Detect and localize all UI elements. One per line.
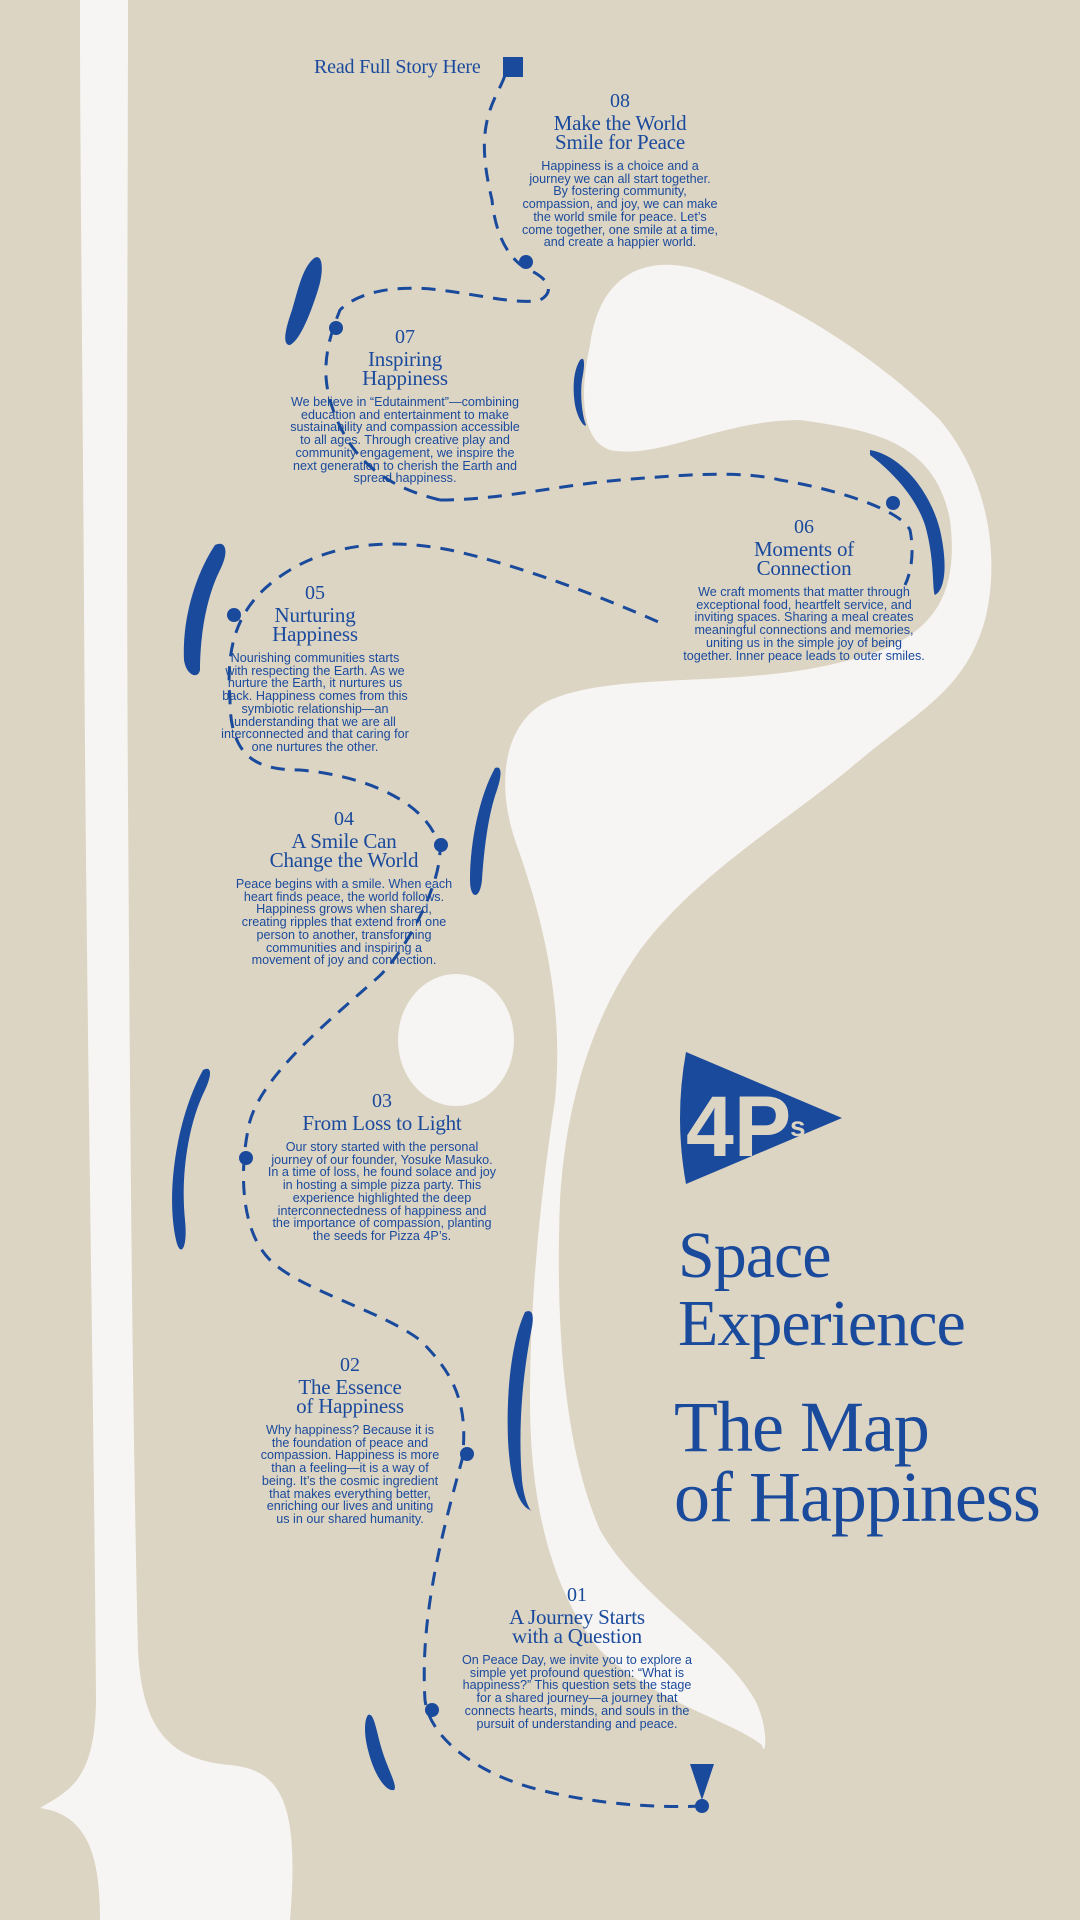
white-oval: [398, 974, 514, 1106]
stop-title: From Loss to Light: [302, 1111, 462, 1135]
space-experience-title: Space Experience: [678, 1219, 966, 1360]
stop-body: Happiness is a choice and a journey we c…: [521, 159, 718, 250]
stop-body: Peace begins with a smile. When each hea…: [235, 877, 453, 968]
stop-number: 07: [395, 326, 415, 348]
logo-pennant-shape: [680, 1052, 842, 1184]
stop-title: A Journey Starts with a Question: [509, 1605, 645, 1648]
stop-number: 02: [340, 1354, 360, 1376]
stop-number: 03: [372, 1090, 392, 1112]
stop-03: 03 From Loss to Light Our story started …: [252, 1090, 512, 1243]
stop-title: Inspiring Happiness: [362, 347, 448, 390]
stop-number: 08: [610, 90, 630, 112]
blue-strokes: [172, 257, 945, 1800]
map-of-happiness-title: The Map of Happiness: [674, 1387, 1041, 1537]
stop-dots: [227, 255, 900, 1813]
read-full-story-link[interactable]: Read Full Story Here: [314, 56, 481, 78]
stop-body: We believe in “Edutainment”—combining ed…: [290, 395, 520, 486]
read-full-story-square-icon[interactable]: [503, 57, 523, 77]
stop-01: 01 A Journey Starts with a Question On P…: [442, 1584, 712, 1730]
stop-body: On Peace Day, we invite you to explore a…: [461, 1653, 693, 1731]
stop-title: Make the World Smile for Peace: [553, 111, 687, 154]
stop-07: 07 Inspiring Happiness We believe in “Ed…: [272, 326, 538, 485]
stop-body: Why happiness? Because it is the foundat…: [260, 1423, 440, 1526]
white-blob: [505, 264, 992, 1749]
stop-number: 04: [334, 808, 354, 830]
stop-body: Our story started with the personal jour…: [267, 1140, 497, 1243]
stop-number: 06: [794, 516, 814, 538]
stop-title: The Essence of Happiness: [296, 1375, 404, 1418]
stop-04: 04 A Smile Can Change the World Peace be…: [224, 808, 464, 967]
stop-number: 01: [567, 1584, 587, 1606]
stop-02: 02 The Essence of Happiness Why happines…: [230, 1354, 470, 1526]
stop-08: 08 Make the World Smile for Peace Happin…: [512, 90, 728, 249]
stop-title: Moments of Connection: [753, 537, 855, 580]
white-road-left: [40, 0, 293, 1920]
stop-title: Nurturing Happiness: [272, 603, 358, 646]
stop-number: 05: [305, 582, 325, 604]
logo-suffix-text: s: [790, 1111, 806, 1142]
stop-body: We craft moments that matter through exc…: [683, 585, 925, 663]
logo-main-text: 4P: [686, 1079, 791, 1175]
stop-05: 05 Nurturing Happiness Nourishing commun…: [204, 582, 426, 754]
stop-title: A Smile Can Change the World: [269, 829, 419, 872]
stop-06: 06 Moments of Connection We craft moment…: [664, 516, 944, 662]
dashed-route: [227, 74, 914, 1809]
pizza-4ps-logo: 4P s: [680, 1052, 842, 1184]
stop-body: Nourishing communities starts with respe…: [221, 651, 409, 754]
